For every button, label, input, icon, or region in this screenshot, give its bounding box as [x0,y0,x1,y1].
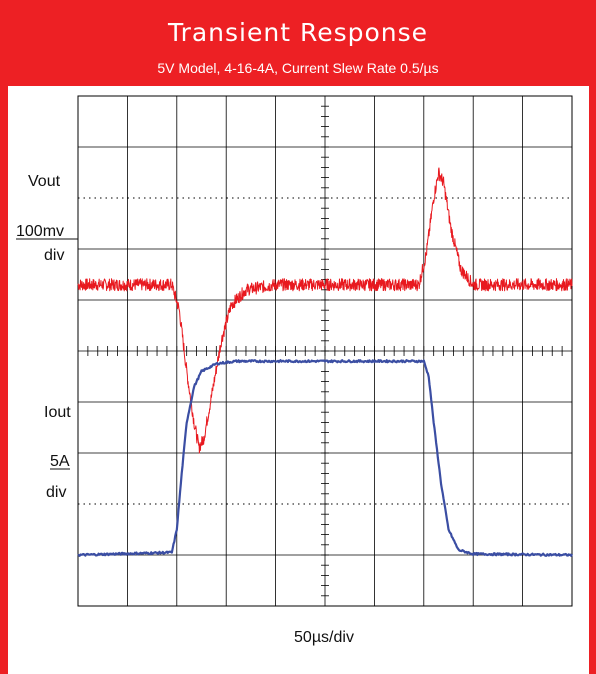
iout-div-label: div [46,484,66,501]
oscilloscope-plot: Vout 100mv div Iout 5A div 50µs/div [16,95,573,646]
plot-grid [77,95,573,607]
chart-subtitle: 5V Model, 4-16-4A, Current Slew Rate 0.5… [157,60,439,76]
vout-scale-label: 100mv [16,223,64,240]
vout-label: Vout [28,173,61,190]
series-iout-line [77,359,573,557]
time-scale-label: 50µs/div [294,629,354,646]
chart-panel: Vout 100mv div Iout 5A div 50µs/div [8,86,589,674]
iout-scale-label: 5A [50,453,70,470]
chart-header: Transient Response 5V Model, 4-16-4A, Cu… [0,0,596,86]
plot-traces [77,167,573,557]
iout-label: Iout [44,404,71,421]
vout-div-label: div [44,247,64,264]
chart-title: Transient Response [167,18,429,47]
series-vout-line [77,167,573,454]
